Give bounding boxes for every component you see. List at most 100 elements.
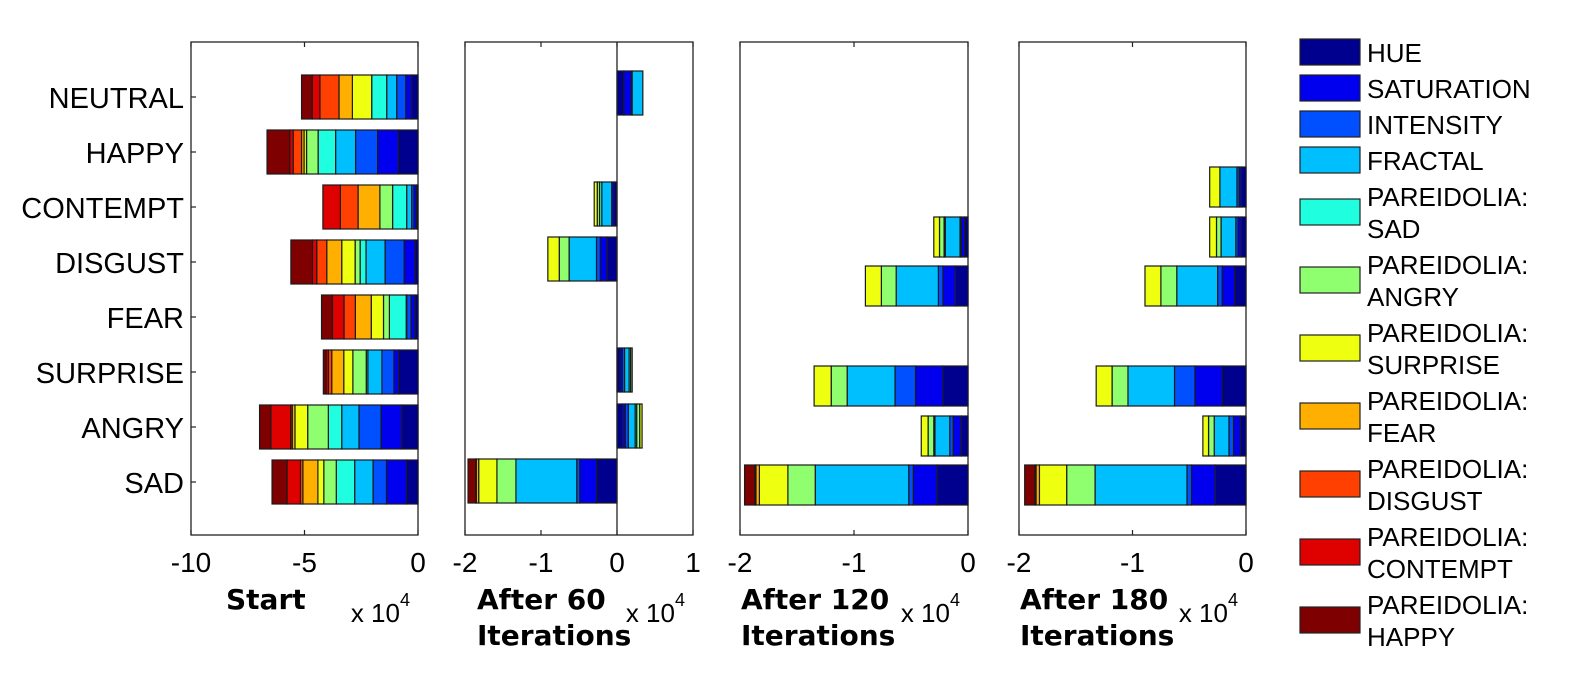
multiplier-exponent: 4 [400, 590, 410, 610]
x-tick-label: 1 [685, 547, 701, 578]
bar-disgust [547, 236, 618, 282]
bar-segment-neutral-saturation [623, 70, 633, 116]
legend-swatch [1299, 470, 1361, 498]
bar-segment-disgust-pareidolia-contempt [311, 239, 318, 285]
legend-label: PAREIDOLIA: [1367, 454, 1528, 484]
bar-segment-angry-intensity [358, 404, 382, 450]
bar-segment-contempt-fractal [1220, 216, 1237, 258]
bar-segment-sad-saturation [385, 459, 408, 505]
legend-label: CONTEMPT [1367, 554, 1513, 584]
panel-title: Iterations [1020, 619, 1174, 652]
bar-segment-sad-intensity [1186, 464, 1193, 506]
bar-segment-disgust-saturation [1221, 265, 1236, 307]
panel-title: Iterations [741, 619, 895, 652]
bar-segment-happy-intensity [354, 129, 379, 175]
legend-item-pareidolia-surprise: PAREIDOLIA:SURPRISE [1299, 318, 1528, 380]
legend-item-hue: HUE [1299, 38, 1422, 68]
bar-segment-fear-pareidolia-disgust [343, 294, 356, 340]
bar-segment-disgust-intensity [937, 265, 944, 307]
bar-segment-fear-intensity [406, 294, 412, 340]
panel-title: After 120 [741, 583, 889, 616]
bar-segment-angry-hue [401, 404, 419, 450]
bar-segment-angry-pareidolia-surprise [294, 404, 309, 450]
x-tick-label: -1 [1120, 547, 1145, 578]
bar-segment-angry-pareidolia-happy [258, 404, 272, 450]
legend-swatch [1299, 198, 1361, 226]
axis-multiplier: x 104 [351, 590, 410, 628]
bar-happy [1209, 166, 1247, 208]
bar-segment-sad-pareidolia-happy [743, 464, 756, 506]
bar-segment-surprise-pareidolia-happy [322, 349, 327, 395]
bar-segment-disgust-pareidolia-surprise [341, 239, 356, 285]
bar-sad [1024, 464, 1247, 506]
bar-segment-surprise-pareidolia-surprise [813, 365, 832, 407]
bar-segment-sad-pareidolia-sad [335, 459, 356, 505]
category-label-neutral: NEUTRAL [49, 83, 184, 115]
bar-segment-angry-hue [960, 415, 969, 457]
bar-segment-happy-pareidolia-happy [266, 129, 291, 175]
legend-swatch [1299, 538, 1361, 566]
bar-segment-surprise-pareidolia-fear [331, 349, 345, 395]
bar-angry [920, 415, 969, 457]
axis-multiplier: x 104 [626, 590, 685, 628]
bar-angry [258, 404, 419, 450]
bar-segment-surprise-pareidolia-angry [830, 365, 848, 407]
bar-contempt [1209, 216, 1247, 258]
legend-swatch [1299, 334, 1361, 362]
bar-angry [1202, 415, 1247, 457]
bar-segment-angry-hue [616, 403, 623, 449]
bar-segment-neutral-pareidolia-sad [371, 74, 388, 120]
bar-angry [616, 403, 643, 449]
bar-segment-angry-fractal [627, 403, 636, 449]
bar-segment-neutral-pareidolia-happy [300, 74, 313, 120]
panel-title: Start [226, 583, 306, 616]
bar-segment-surprise-intensity [894, 365, 917, 407]
bar-segment-surprise-fractal [1127, 365, 1176, 407]
bar-segment-angry-hue [1239, 415, 1247, 457]
bar-segment-sad-pareidolia-surprise [317, 459, 325, 505]
bar-segment-happy-saturation [376, 129, 399, 175]
bar-neutral [616, 70, 644, 116]
bar-segment-sad-pareidolia-contempt [286, 459, 302, 505]
category-label-contempt: CONTEMPT [21, 193, 184, 225]
legend: HUE SATURATION INTENSITY FRACTAL PAREIDOLIA:… [1299, 38, 1531, 652]
legend-item-pareidolia-disgust: PAREIDOLIA:DISGUST [1299, 454, 1528, 516]
multiplier-base: x 10 [351, 598, 400, 628]
bar-segment-neutral-pareidolia-fear [338, 74, 353, 120]
bar-disgust [864, 265, 969, 307]
bar-segment-angry-fractal [341, 404, 360, 450]
panel-title: Iterations [477, 619, 631, 652]
legend-swatch [1299, 266, 1361, 294]
multiplier-base: x 10 [1179, 598, 1228, 628]
bar-segment-disgust-intensity [384, 239, 405, 285]
bar-neutral [300, 74, 419, 120]
legend-item-pareidolia-contempt: PAREIDOLIA:CONTEMPT [1299, 522, 1528, 584]
legend-item-pareidolia-fear: PAREIDOLIA:FEAR [1299, 386, 1528, 448]
bar-sad [271, 459, 419, 505]
bar-segment-sad-hue [936, 464, 969, 506]
bar-surprise [1095, 365, 1247, 407]
bar-segment-sad-pareidolia-angry [323, 459, 337, 505]
x-tick-label: -5 [292, 547, 317, 578]
bar-segment-surprise-pareidolia-angry [630, 347, 633, 393]
bar-segment-angry-fractal [934, 415, 951, 457]
category-labels: NEUTRAL HAPPY CONTEMPT DISGUST FEAR SURPRISE A… [21, 83, 196, 500]
bar-segment-sad-saturation [1190, 464, 1216, 506]
bar-segment-neutral-pareidolia-disgust [319, 74, 340, 120]
bar-segment-sad-hue [1214, 464, 1247, 506]
category-label-fear: FEAR [107, 303, 184, 335]
bar-segment-fear-pareidolia-angry [382, 294, 390, 340]
bar-segment-fear-pareidolia-surprise [370, 294, 385, 340]
bar-segment-surprise-fractal [623, 347, 630, 393]
legend-item-pareidolia-angry: PAREIDOLIA:ANGRY [1299, 250, 1528, 312]
bar-segment-angry-pareidolia-angry [927, 415, 935, 457]
legend-swatch [1299, 38, 1361, 66]
panel-title: After 60 [477, 583, 606, 616]
bar-segment-neutral-hue [616, 70, 625, 116]
legend-label: PAREIDOLIA: [1367, 590, 1528, 620]
bar-segment-angry-fractal [1213, 415, 1230, 457]
bar-segment-surprise-pareidolia-angry [352, 349, 367, 395]
